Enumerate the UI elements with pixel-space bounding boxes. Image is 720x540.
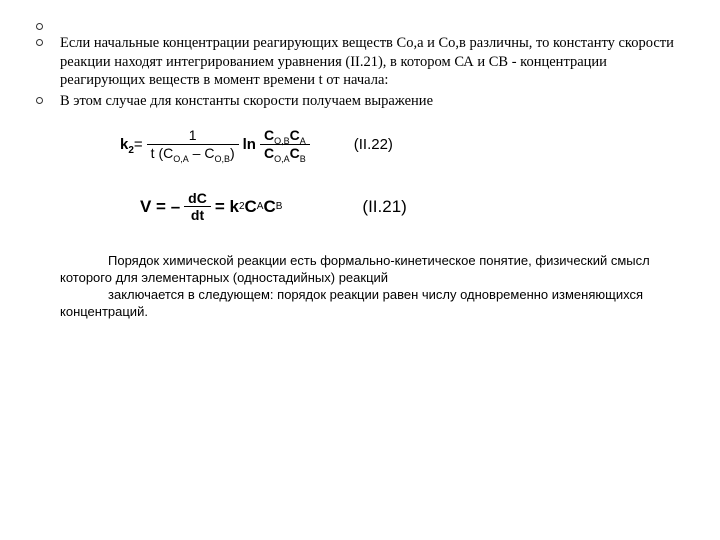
equation-row-21: V = – dC dt = k2CACB (II.21): [140, 191, 682, 223]
footer-line-2: заключается в следующем: порядок реакции…: [60, 287, 672, 321]
eq-frac1: 1 t (CO,A – CO,B): [147, 128, 239, 160]
s: O,A: [274, 154, 290, 164]
bullet-item: Если начальные концентрации реагирующих …: [60, 34, 682, 90]
t: C: [263, 197, 275, 216]
equation-block: k2 = 1 t (CO,A – CO,B) ln CO,BCA: [120, 128, 682, 223]
t: t (C: [151, 145, 174, 161]
s: B: [300, 154, 306, 164]
footer-paragraph: Порядок химической реакции есть формальн…: [60, 253, 672, 321]
frac-den: CO,ACB: [260, 146, 310, 161]
frac-num: CO,BCA: [260, 128, 310, 143]
frac-den: dt: [191, 207, 204, 223]
t: = k: [215, 197, 239, 216]
frac-num: dC: [188, 190, 207, 206]
frac-den: t (CO,A – CO,B): [147, 146, 239, 161]
t: – C: [189, 145, 215, 161]
t: ): [230, 145, 235, 161]
s: O,B: [214, 154, 230, 164]
bullet-item: В этом случае для константы скорости пол…: [60, 92, 682, 111]
bullet-text: Если начальные концентрации реагирующих …: [60, 35, 674, 88]
eq-frac2: CO,BCA CO,ACB: [260, 128, 310, 160]
eq-eq: =: [134, 136, 143, 153]
footer-line-1: Порядок химической реакции есть формальн…: [60, 253, 672, 287]
slide: Если начальные концентрации реагирующих …: [0, 0, 720, 540]
t: C: [290, 127, 300, 143]
equation-label-22: (II.22): [354, 136, 393, 153]
t: C: [264, 127, 274, 143]
eq-ln: ln: [243, 136, 256, 153]
equation-label-21: (II.21): [362, 197, 406, 217]
t: C: [264, 145, 274, 161]
eq-frac: dC dt: [184, 191, 211, 223]
bullet-list: Если начальные концентрации реагирующих …: [60, 18, 682, 110]
s: O,A: [173, 154, 189, 164]
equation-row-22: k2 = 1 t (CO,A – CO,B) ln CO,BCA: [120, 128, 682, 160]
bullet-empty: [60, 18, 682, 32]
equation-22: k2 = 1 t (CO,A – CO,B) ln CO,BCA: [120, 128, 314, 160]
bullet-text: В этом случае для константы скорости пол…: [60, 93, 433, 109]
t: C: [290, 145, 300, 161]
eq-lhs: V = –: [140, 197, 180, 216]
equation-21: V = – dC dt = k2CACB: [140, 191, 282, 223]
frac-num: 1: [185, 128, 201, 143]
t: C: [245, 197, 257, 216]
